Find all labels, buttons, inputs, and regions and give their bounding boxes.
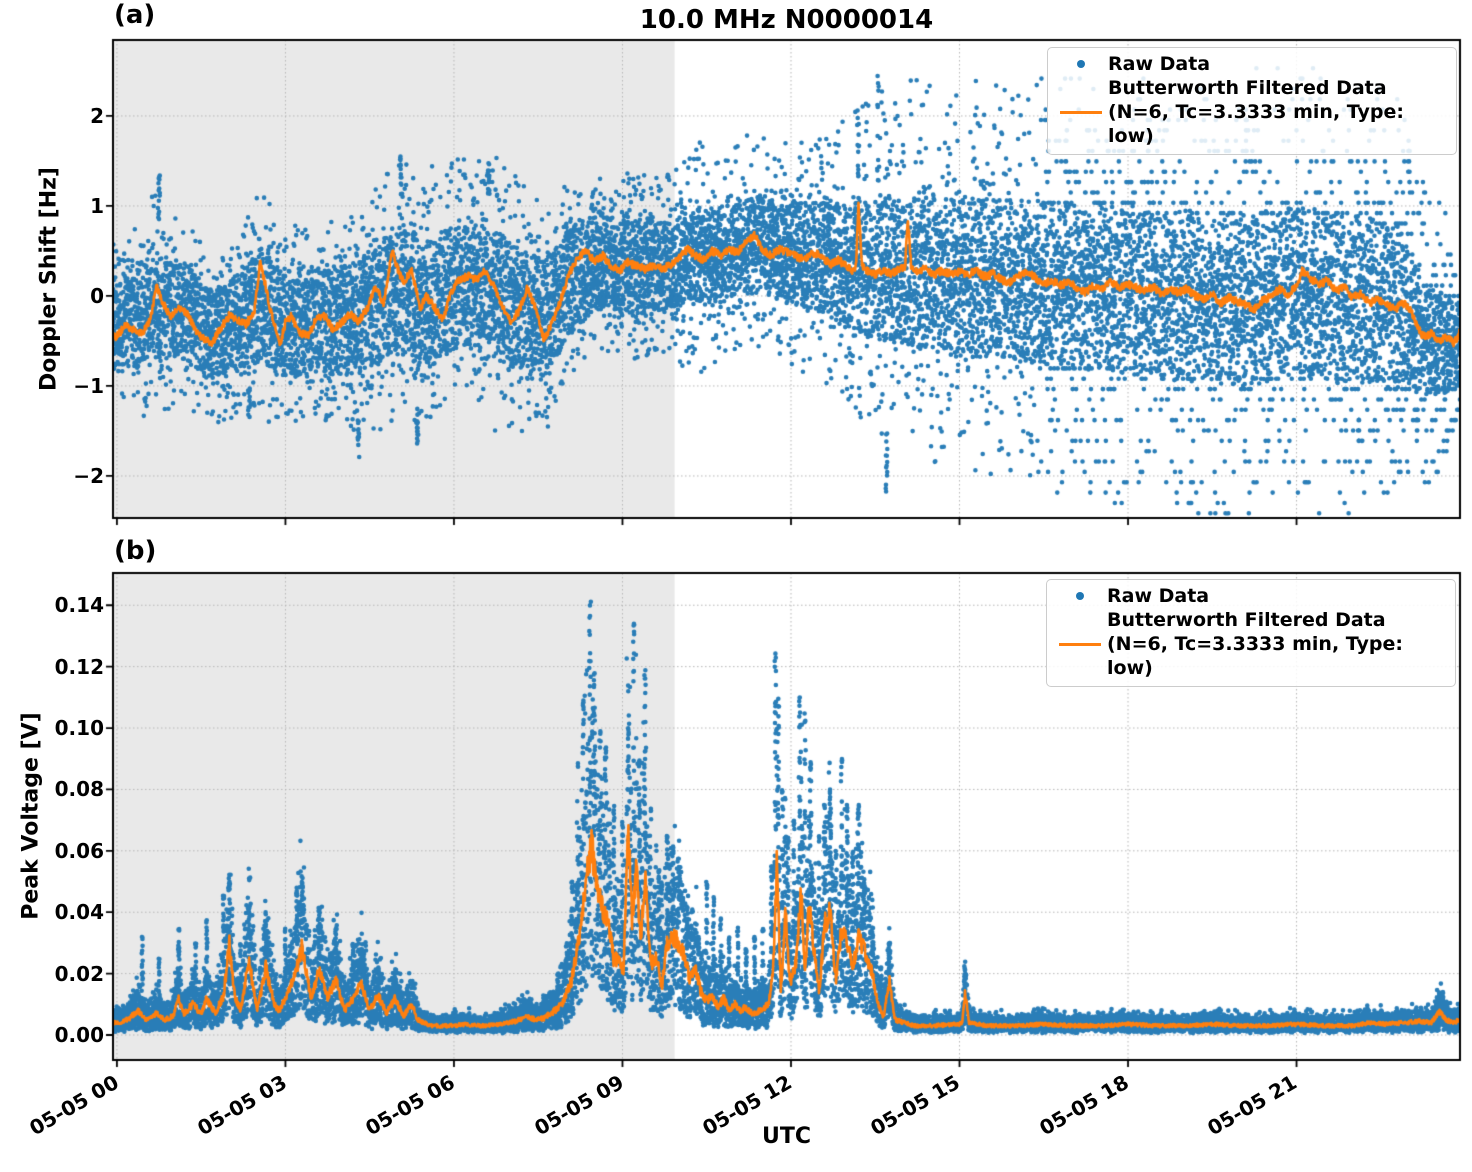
filtered-line-icon	[1054, 110, 1108, 114]
legend-filtered-label-line1: Butterworth Filtered Data	[1108, 77, 1387, 99]
legend-filtered-label-line1: Butterworth Filtered Data	[1107, 609, 1386, 631]
legend-raw-row: Raw Data	[1054, 52, 1448, 76]
panel-a-ytick-m1: −1	[73, 374, 104, 398]
chart-title: 10.0 MHz N0000014	[639, 5, 934, 35]
panel-b-ytick-002: 0.02	[54, 962, 104, 986]
panel-b-ytick-008: 0.08	[54, 777, 104, 801]
legend-filtered-label-line2: (N=6, Tc=3.3333 min, Type: low)	[1108, 101, 1404, 147]
x-axis-label: UTC	[761, 1124, 812, 1149]
legend-raw-row: Raw Data	[1053, 584, 1447, 608]
legend-filtered-label: Butterworth Filtered Data (N=6, Tc=3.333…	[1107, 608, 1447, 680]
panel-b-ytick-012: 0.12	[54, 655, 104, 679]
panel-b-label: (b)	[114, 536, 157, 566]
panel-a-ytick-0: 0	[90, 284, 104, 308]
legend-raw-label: Raw Data	[1107, 585, 1210, 607]
panel-a-legend: Raw Data Butterworth Filtered Data (N=6,…	[1047, 47, 1457, 155]
legend-filtered-row: Butterworth Filtered Data (N=6, Tc=3.333…	[1053, 608, 1447, 680]
panel-b-ytick-014: 0.14	[54, 593, 104, 617]
legend-filtered-label: Butterworth Filtered Data (N=6, Tc=3.333…	[1108, 76, 1448, 148]
legend-filtered-row: Butterworth Filtered Data (N=6, Tc=3.333…	[1054, 76, 1448, 148]
panel-a-ytick-1: 1	[90, 194, 104, 218]
filtered-line-icon	[1053, 642, 1107, 646]
panel-b-y-axis-label: Peak Voltage [V]	[18, 712, 44, 920]
legend-raw-label: Raw Data	[1108, 53, 1211, 75]
raw-data-marker-icon	[1053, 592, 1107, 600]
panel-a-ytick-m2: −2	[73, 464, 104, 488]
panel-b-ytick-006: 0.06	[54, 839, 104, 863]
panel-a-ytick-2: 2	[90, 104, 104, 128]
panel-b-legend: Raw Data Butterworth Filtered Data (N=6,…	[1046, 579, 1456, 687]
panel-b-ytick-010: 0.10	[54, 716, 104, 740]
panel-b-ytick-000: 0.00	[54, 1023, 104, 1047]
legend-filtered-label-line2: (N=6, Tc=3.3333 min, Type: low)	[1107, 633, 1403, 679]
panel-a-label: (a)	[114, 0, 156, 30]
raw-data-marker-icon	[1054, 60, 1108, 68]
panel-b-ytick-004: 0.04	[54, 900, 104, 924]
